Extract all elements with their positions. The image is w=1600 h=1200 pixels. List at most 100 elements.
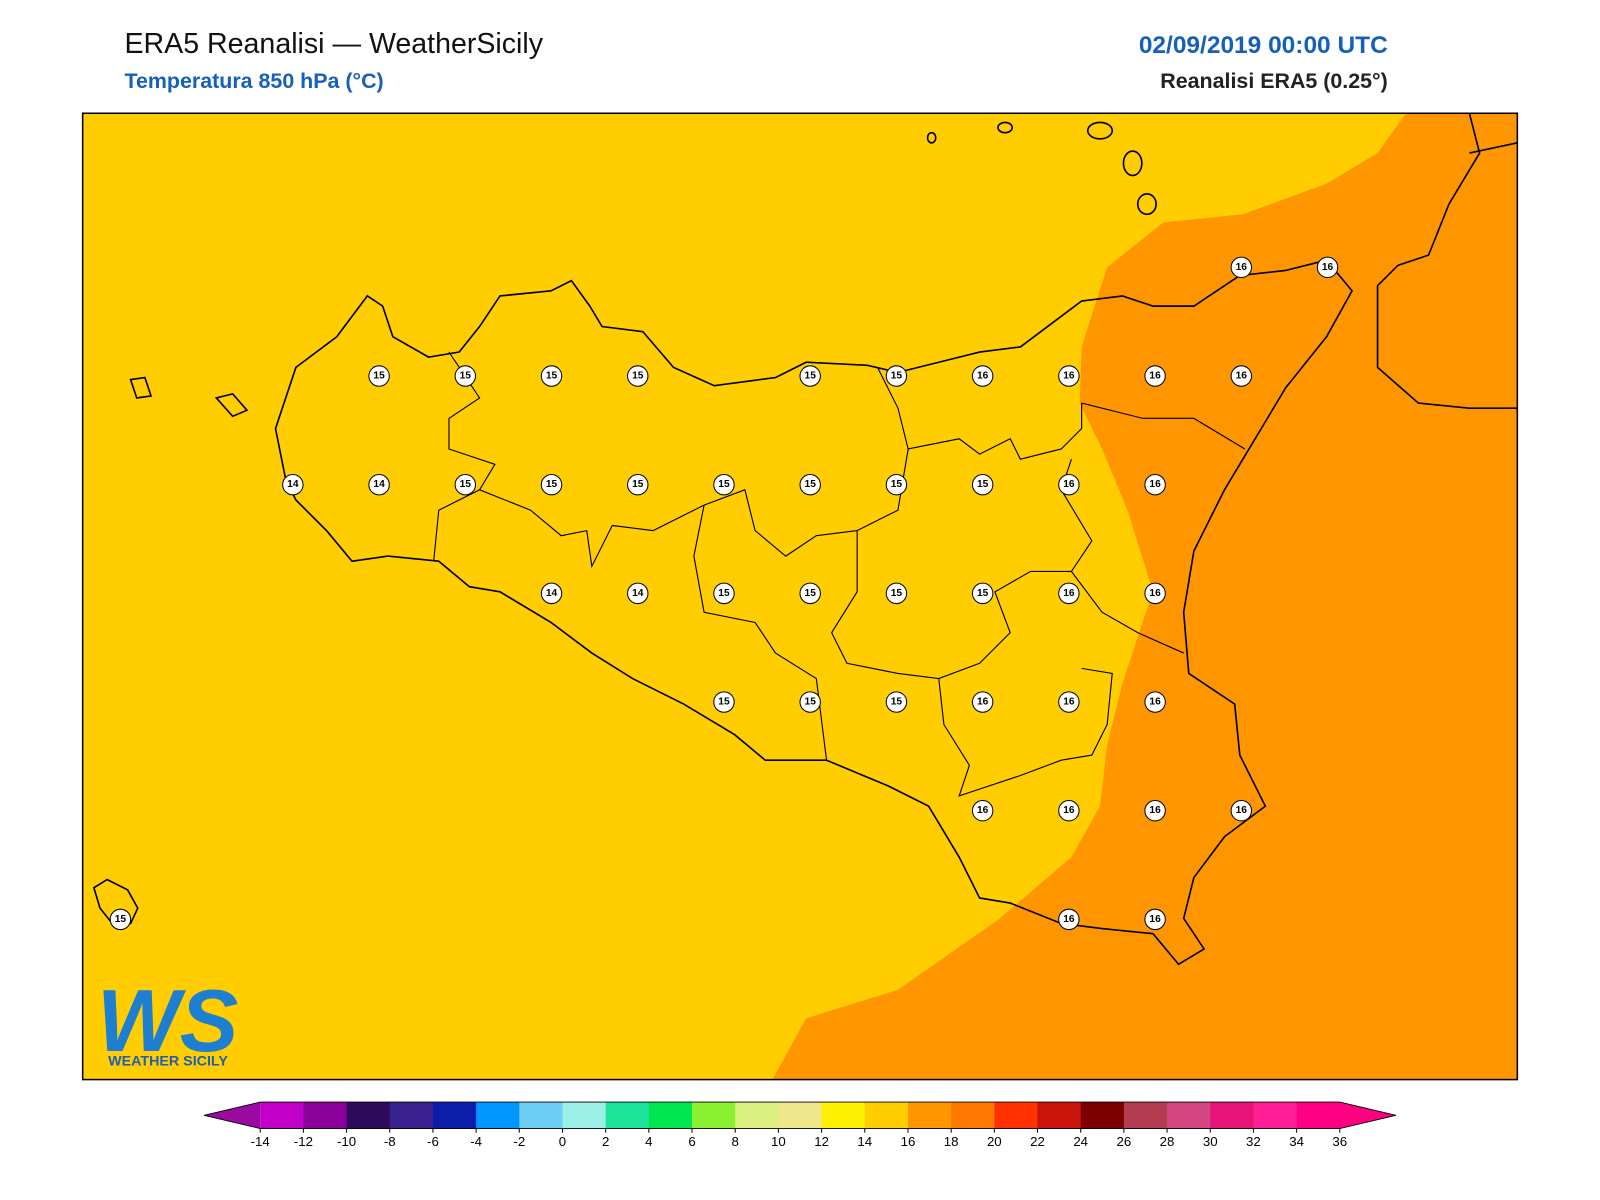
- colorbar-box: [1123, 1102, 1168, 1129]
- colorbar-tick-label: -6: [427, 1134, 439, 1149]
- colorbar-box: [1037, 1102, 1082, 1129]
- station-marker: [971, 582, 994, 605]
- station-value: 16: [1149, 371, 1161, 382]
- station-marker: [971, 800, 994, 822]
- colorbar-box: [1080, 1102, 1125, 1129]
- station-marker: [971, 365, 994, 387]
- station-marker: [454, 365, 477, 387]
- colorbar-tick-label: 30: [1203, 1134, 1218, 1149]
- station-marker: [1058, 908, 1080, 931]
- station-value: 16: [1236, 371, 1248, 382]
- colorbar-box: [346, 1102, 391, 1129]
- station-marker: [713, 582, 735, 605]
- colorbar-box: [303, 1102, 348, 1129]
- border: [433, 351, 496, 562]
- colorbar-tick-label: 20: [987, 1134, 1002, 1149]
- station-value: 14: [373, 479, 385, 490]
- station-value: 16: [977, 805, 989, 816]
- colorbar-box: [778, 1102, 823, 1129]
- colorbar-tick-label: 6: [688, 1134, 695, 1149]
- station-marker: [368, 365, 390, 387]
- station-marker: [627, 365, 649, 387]
- station-value: 16: [1236, 805, 1248, 816]
- colorbar-box: [692, 1102, 736, 1129]
- station-marker: [627, 582, 649, 605]
- station-marker: [885, 582, 908, 605]
- station-value: 14: [287, 479, 299, 490]
- colorbar: -14 -12 -10 -8 -6 -4 -2 0 2 4 6 8 10 12 14 16 18 20 22 24 26…: [203, 1101, 1397, 1149]
- colorbar-box: [1210, 1102, 1254, 1129]
- colorbar-box: [951, 1102, 995, 1129]
- station-marker: [885, 365, 908, 387]
- station-value: 15: [460, 371, 472, 382]
- colorbar-tick-label: 36: [1332, 1134, 1347, 1149]
- station-marker: [971, 473, 994, 496]
- station-value: 15: [115, 914, 127, 925]
- island: [214, 392, 249, 418]
- colorbar-tick-label: 18: [944, 1134, 959, 1149]
- station-marker: [109, 908, 132, 931]
- colorbar-tick-label: 8: [732, 1134, 739, 1149]
- map: 16 16 15 15 15 15 15 15 16 16 16 16 14 14 15 15 15 15 15 15…: [81, 112, 1519, 1081]
- station-value: 15: [805, 588, 817, 599]
- island: [1122, 150, 1143, 177]
- colorbar-tick-label: 2: [602, 1134, 609, 1149]
- colorbar-box: [432, 1102, 477, 1129]
- map-frame: [81, 112, 1519, 1081]
- station-value: 15: [460, 479, 472, 490]
- colorbar-box: [476, 1102, 520, 1129]
- station-marker: [368, 473, 390, 496]
- island: [92, 878, 139, 925]
- stations: 16 16 15 15 15 15 15 15 16 16 16 16 14 14 15 15 15 15 15 15…: [109, 256, 1339, 931]
- colorbar-box: [821, 1102, 866, 1129]
- station-marker: [1230, 365, 1253, 387]
- station-value: 15: [632, 371, 644, 382]
- station-marker: [1058, 691, 1080, 713]
- colorbar-tick-label: 34: [1289, 1134, 1304, 1149]
- colorbar-box: [1167, 1102, 1211, 1129]
- station-marker: [1144, 800, 1166, 822]
- colorbar-tick-label: 26: [1117, 1134, 1132, 1149]
- station-value: 15: [632, 479, 644, 490]
- calabria-coast: [1469, 142, 1518, 154]
- station-value: 14: [632, 588, 644, 599]
- station-value: 15: [718, 697, 730, 708]
- island: [926, 131, 937, 144]
- colorbar-tick-label: 12: [814, 1134, 829, 1149]
- station-marker: [282, 473, 304, 496]
- station-marker: [1144, 365, 1166, 387]
- colorbar-tick-label: -10: [337, 1134, 356, 1149]
- border: [693, 504, 828, 761]
- colorbar-tick-label: 0: [559, 1134, 566, 1149]
- station-marker: [799, 365, 821, 387]
- source: Reanalisi ERA5 (0.25°): [1160, 69, 1387, 93]
- station-marker: [540, 365, 563, 387]
- sicily-coast: [274, 259, 1354, 966]
- colorbar-tick-label: -12: [294, 1134, 313, 1149]
- station-value: 15: [718, 588, 730, 599]
- colorbar-box: [519, 1102, 563, 1129]
- station-value: 16: [977, 697, 989, 708]
- colorbar-box: [562, 1102, 607, 1129]
- colorbar-box: [260, 1102, 304, 1129]
- colorbar-tick-label: 32: [1246, 1134, 1261, 1149]
- station-marker: [454, 473, 477, 496]
- border: [908, 403, 1083, 460]
- station-value: 16: [1063, 697, 1075, 708]
- colorbar-tick-label: 10: [771, 1134, 786, 1149]
- colorbar-tick-label: 4: [645, 1134, 652, 1149]
- island: [129, 376, 153, 399]
- colorbar-tick-label: 28: [1160, 1134, 1175, 1149]
- colorbar-tick-label: 24: [1073, 1134, 1088, 1149]
- station-marker: [799, 582, 821, 605]
- station-value: 15: [546, 479, 558, 490]
- station-marker: [1144, 691, 1166, 713]
- station-value: 15: [891, 479, 903, 490]
- station-value: 16: [1149, 914, 1161, 925]
- station-marker: [1058, 473, 1080, 496]
- station-value: 16: [1236, 262, 1248, 273]
- colorbar-box: [1296, 1102, 1341, 1129]
- station-marker: [799, 473, 821, 496]
